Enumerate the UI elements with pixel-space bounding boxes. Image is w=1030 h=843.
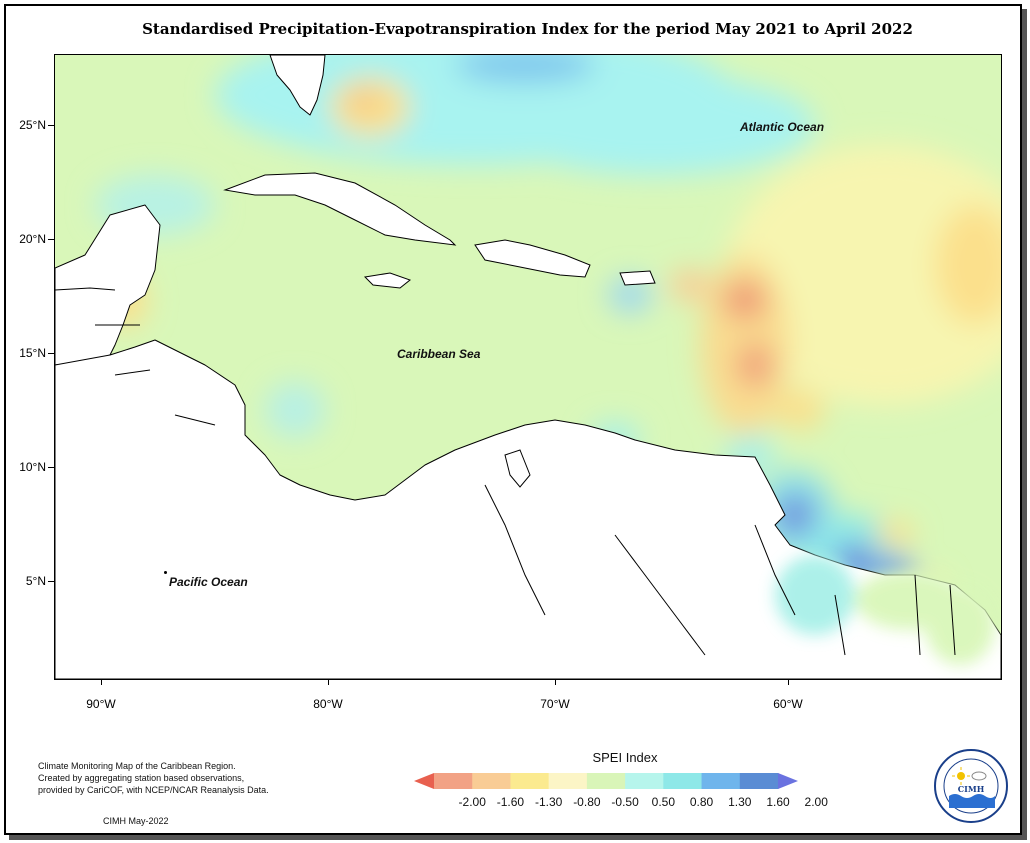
tick-25n [48, 125, 54, 126]
map-title: Standardised Precipitation-Evapotranspir… [142, 20, 913, 38]
tick-70w [555, 679, 556, 685]
y-label-10n: 10°N [19, 460, 46, 474]
x-label-80w: 80°W [313, 697, 343, 711]
note-credit: CIMH May-2022 [103, 816, 169, 826]
legend-label: 0.80 [689, 795, 714, 809]
legend-label: 1.30 [728, 795, 752, 809]
y-label-15n: 15°N [19, 346, 46, 360]
legend-label: -0.80 [573, 795, 601, 809]
x-label-90w: 90°W [86, 697, 116, 711]
legend-arrow-low [414, 773, 434, 789]
tick-5n [48, 581, 54, 582]
x-label-70w: 70°W [540, 697, 570, 711]
legend-colorbar [414, 773, 798, 789]
legend-swatch [510, 773, 550, 789]
legend-swatch [434, 773, 473, 789]
legend-title: SPEI Index [592, 750, 658, 765]
note-line-2: Created by aggregating station based obs… [38, 773, 245, 783]
logo-text: CIMH [958, 784, 985, 794]
y-label-5n: 5°N [25, 574, 46, 588]
x-label-60w: 60°W [773, 697, 803, 711]
legend-label: -1.30 [534, 795, 563, 809]
legend-swatch [472, 773, 511, 789]
legend-swatch [548, 773, 588, 789]
note-line-3: provided by CariCOF, with NCEP/NCAR Rean… [38, 785, 269, 795]
legend-label: 1.60 [766, 795, 790, 809]
legend-swatch [701, 773, 741, 789]
tick-15n [48, 353, 54, 354]
tick-10n [48, 467, 54, 468]
cimh-logo: CIMH [934, 749, 1008, 823]
legend-swatch [625, 773, 664, 789]
tick-60w [788, 679, 789, 685]
legend-swatch [739, 773, 779, 789]
tick-20n [48, 239, 54, 240]
legend-swatch [586, 773, 626, 789]
note-line-1: Climate Monitoring Map of the Caribbean … [38, 761, 236, 771]
legend-arrow-high [778, 773, 798, 789]
label-atlantic-ocean: Atlantic Ocean [740, 120, 825, 134]
legend-label: -0.50 [611, 795, 639, 809]
tick-80w [328, 679, 329, 685]
label-caribbean-sea: Caribbean Sea [397, 347, 481, 361]
pacific-dot [164, 571, 167, 574]
legend-swatch [663, 773, 703, 789]
spei-map [55, 55, 1001, 679]
legend-label: -2.00 [458, 795, 486, 809]
map-area [54, 54, 1002, 680]
legend-label: 0.50 [651, 795, 675, 809]
y-label-25n: 25°N [19, 118, 46, 132]
legend-label: -1.60 [496, 795, 525, 809]
label-pacific-ocean: Pacific Ocean [169, 575, 248, 589]
legend-label: 2.00 [804, 795, 828, 809]
tick-90w [101, 679, 102, 685]
y-label-20n: 20°N [19, 232, 46, 246]
